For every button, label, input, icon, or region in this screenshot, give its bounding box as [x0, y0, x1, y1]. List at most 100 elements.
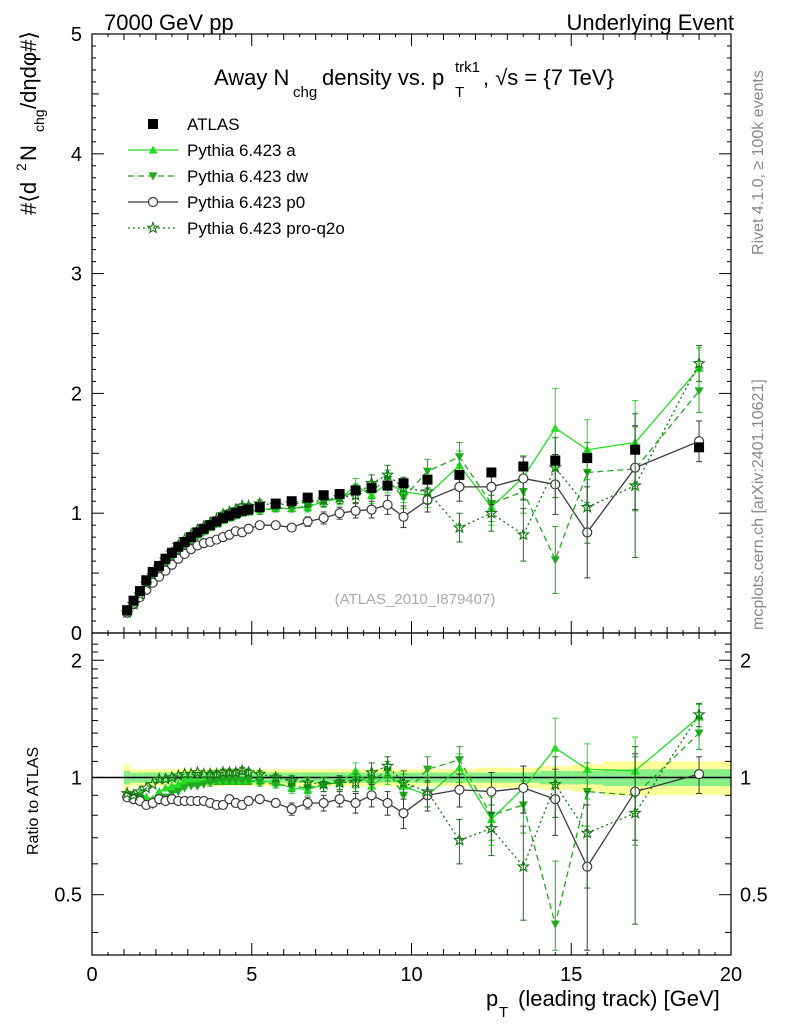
- ratio-point-pythia-6-423-p0: [217, 799, 229, 811]
- main-point-atlas: [154, 560, 165, 571]
- ratio-point-pythia-6-423-dw: [237, 777, 247, 786]
- main-point-atlas: [198, 523, 209, 534]
- y-axis-label-main: #⟨d 2 N chg /dηdφ#⟩: [13, 31, 47, 215]
- main-point-atlas: [302, 492, 313, 503]
- title-mid: density vs. p: [322, 65, 444, 90]
- mcplots-label: mcplots.cern.ch [arXiv:2401.10621]: [750, 379, 767, 630]
- ratio-point-pythia-6-423-dw: [255, 779, 265, 788]
- ratio-point-pythia-6-423-dw: [550, 920, 560, 929]
- svg-text:chg: chg: [31, 109, 47, 132]
- main-point-atlas: [334, 489, 345, 500]
- y-axis-label-ratio: Ratio to ATLAS: [25, 747, 42, 855]
- main-point-pythia-6-423-p0: [318, 512, 329, 524]
- ratio-point-pythia-6-423-pro-q2o: [484, 821, 499, 835]
- ratio-point-pythia-6-423-p0: [334, 793, 345, 805]
- main-point-atlas: [128, 595, 139, 606]
- header-right: Underlying Event: [566, 10, 734, 35]
- legend-marker-pythia-6-423-a: [148, 145, 158, 154]
- title-sub1: chg: [293, 84, 317, 101]
- title-sup: trk1: [455, 59, 480, 76]
- ratio-point-pythia-6-423-a: [180, 776, 190, 785]
- ratio-point-pythia-6-423-dw: [192, 782, 202, 791]
- main-point-atlas: [224, 510, 235, 521]
- ratio-point-pythia-6-423-pro-q2o: [332, 775, 347, 789]
- main-point-atlas: [211, 516, 222, 527]
- legend: ATLAS Pythia 6.423 a Pythia 6.423 dw Pythia…: [128, 115, 345, 238]
- main-point-atlas: [454, 469, 465, 480]
- watermark: (ATLAS_2010_I879407): [335, 591, 496, 608]
- main-point-atlas: [173, 541, 184, 552]
- main-point-pythia-6-423-dw: [694, 387, 704, 396]
- main-point-pythia-6-423-dw: [454, 453, 464, 462]
- main-point-pythia-6-423-pro-q2o: [516, 527, 531, 541]
- main-point-pythia-6-423-p0: [382, 499, 393, 510]
- main-point-atlas: [147, 566, 158, 577]
- main-point-pythia-6-423-pro-q2o: [420, 484, 435, 498]
- ratio-point-pythia-6-423-dw: [244, 777, 254, 786]
- ratio-point-pythia-6-423-pro-q2o: [396, 775, 411, 789]
- ratio-point-pythia-6-423-dw: [205, 779, 215, 788]
- header-left: 7000 GeV pp: [104, 10, 234, 35]
- main-point-pythia-6-423-pro-q2o: [380, 467, 395, 481]
- ratio-point-pythia-6-423-dw: [271, 780, 281, 789]
- main-point-atlas: [630, 444, 641, 455]
- ratio-point-pythia-6-423-pro-q2o: [548, 777, 563, 791]
- main-point-atlas: [382, 480, 393, 491]
- ratio-point-pythia-6-423-dw: [167, 789, 177, 798]
- main-point-atlas: [582, 453, 593, 464]
- ratio-point-pythia-6-423-pro-q2o: [284, 773, 299, 787]
- ratio-point-pythia-6-423-pro-q2o: [516, 859, 531, 873]
- svg-text:N: N: [16, 145, 41, 161]
- y-tick-label: 4: [71, 144, 82, 166]
- main-point-atlas: [217, 512, 228, 523]
- ratio-point-pythia-6-423-dw: [212, 777, 222, 786]
- main-point-pythia-6-423-pro-q2o: [484, 506, 499, 519]
- ratio-point-pythia-6-423-pro-q2o: [241, 765, 256, 779]
- ratio-point-pythia-6-423-a: [154, 787, 164, 796]
- legend-label-pythia-6-423-p0: Pythia 6.423 p0: [187, 193, 305, 212]
- ratio-point-pythia-6-423-p0: [486, 786, 497, 797]
- legend-label-pythia-6-423-a: Pythia 6.423 a: [187, 141, 296, 160]
- main-point-atlas: [141, 575, 152, 586]
- legend-label-pythia-6-423-dw: Pythia 6.423 dw: [187, 167, 309, 186]
- main-point-atlas: [350, 485, 361, 496]
- main-point-atlas: [166, 547, 177, 558]
- ratio-point-pythia-6-423-dw: [694, 729, 704, 738]
- main-point-pythia-6-423-p0: [254, 520, 265, 531]
- main-point-pythia-6-423-p0: [486, 481, 497, 492]
- main-point-pythia-6-423-dw: [422, 467, 432, 476]
- main-point-atlas: [550, 455, 561, 466]
- title-sub2: T: [455, 84, 464, 101]
- ratio-point-pythia-6-423-pro-q2o: [628, 805, 642, 819]
- svg-text:T: T: [499, 1004, 508, 1021]
- ratio-point-pythia-6-423-pro-q2o: [580, 825, 595, 839]
- main-point-pythia-6-423-p0: [518, 473, 529, 484]
- ratio-point-pythia-6-423-p0: [366, 790, 377, 801]
- ratio-point-pythia-6-423-p0: [454, 784, 465, 795]
- main-point-pythia-6-423-dw: [550, 556, 560, 565]
- main-point-atlas: [318, 490, 329, 501]
- ratio-point-pythia-6-423-dw: [180, 784, 190, 793]
- main-line-pythia-6-423-dw: [126, 390, 700, 614]
- legend-marker-atlas: [148, 119, 158, 129]
- rivet-label: Rivet 4.1.0, ≥ 100k events: [750, 70, 767, 255]
- ratio-point-pythia-6-423-dw: [186, 782, 196, 791]
- ratio-point-pythia-6-423-pro-q2o: [348, 775, 363, 789]
- ratio-point-pythia-6-423-p0: [398, 808, 409, 819]
- ratio-point-pythia-6-423-dw: [173, 787, 183, 797]
- main-point-atlas: [134, 586, 145, 597]
- main-point-atlas: [486, 467, 497, 478]
- ratio-point-pythia-6-423-p0: [243, 795, 254, 807]
- main-point-pythia-6-423-pro-q2o: [452, 520, 467, 534]
- x-axis-label: p T (leading track) [GeV]: [486, 986, 720, 1021]
- ratio-y-tick-label: 2: [71, 650, 82, 672]
- main-point-atlas: [286, 496, 297, 507]
- main-point-atlas: [205, 520, 216, 531]
- ratio-point-pythia-6-423-pro-q2o: [316, 777, 331, 791]
- main-point-pythia-6-423-p0: [366, 504, 377, 515]
- main-point-atlas: [186, 532, 197, 543]
- ratio-point-pythia-6-423-p0: [693, 769, 705, 780]
- main-point-atlas: [237, 505, 248, 516]
- main-point-atlas: [422, 474, 433, 485]
